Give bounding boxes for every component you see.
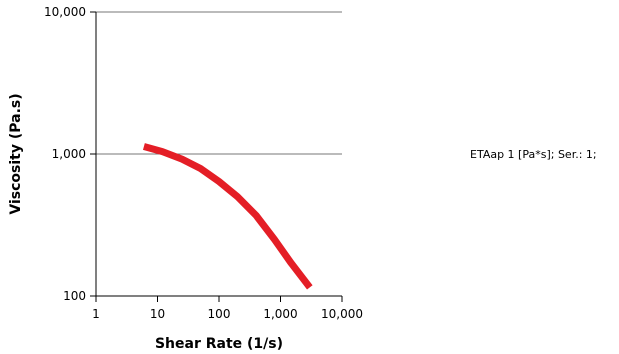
y-tick-label: 10,000 [44,5,86,19]
series-group [142,143,313,290]
y-axis-title: Viscosity (Pa.s) [8,93,24,214]
y-tick-label: 100 [63,289,86,303]
x-tick-label: 100 [208,307,231,321]
tick-marks [90,11,343,302]
tick-labels: 100 1,000 10,000 1 10 100 1,000 10,000 [44,5,363,321]
x-tick-label: 10 [150,307,165,321]
x-tick-label: 1,000 [263,307,297,321]
x-tick-label: 10,000 [321,307,363,321]
x-tick-label: 1 [92,307,100,321]
gridlines [96,11,342,155]
series-line [142,143,313,290]
legend-entry: ETAap 1 [Pa*s]; Ser.: 1; [470,148,597,161]
x-axis-title: Shear Rate (1/s) [155,336,283,352]
y-tick-label: 1,000 [52,147,86,161]
